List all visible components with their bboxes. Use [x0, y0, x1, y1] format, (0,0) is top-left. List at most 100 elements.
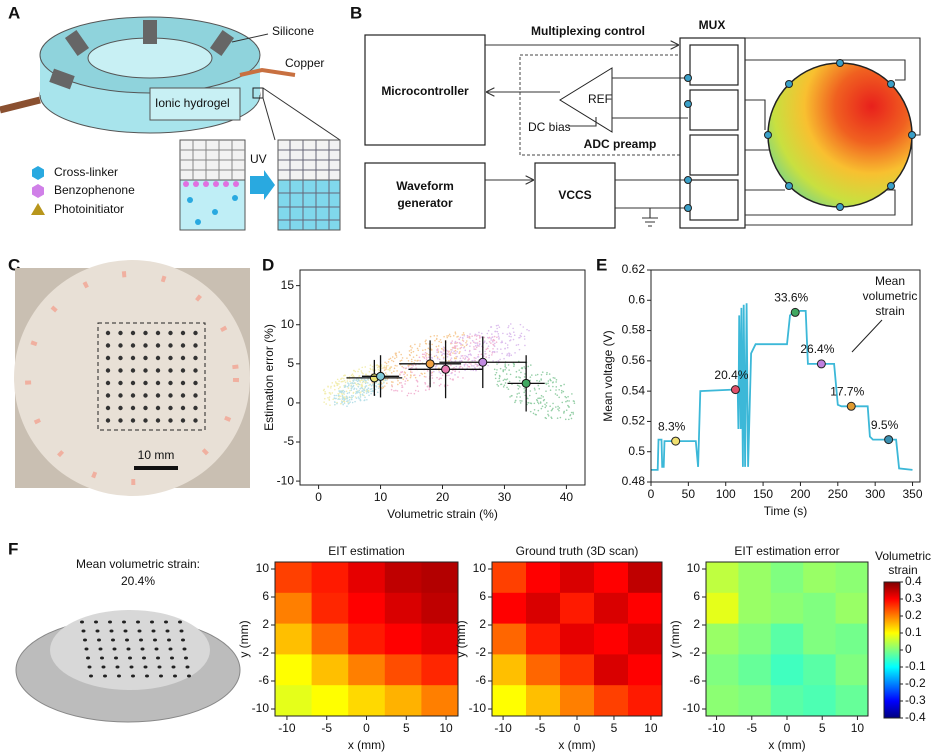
- marker-dot: [143, 330, 148, 336]
- cloud-dot: [564, 395, 567, 398]
- cloud-dot: [513, 365, 515, 368]
- cloud-dot: [364, 382, 367, 385]
- heat-cell: [770, 654, 804, 686]
- y-tick-label: -6: [689, 673, 700, 687]
- cloud-dot: [377, 383, 380, 386]
- cloud-dot: [464, 354, 466, 357]
- cloud-dot: [357, 382, 359, 385]
- cloud-dot: [448, 333, 451, 336]
- cloud-dot: [454, 357, 456, 360]
- cloud-dot: [368, 370, 371, 373]
- cloud-dot: [502, 370, 505, 372]
- cloud-dot: [531, 374, 533, 376]
- scan-dot: [103, 674, 107, 678]
- cloud-dot: [557, 408, 559, 410]
- cloud-dot: [393, 370, 395, 373]
- heat-cell: [770, 623, 804, 655]
- scan-dot: [108, 620, 112, 624]
- scan-dot: [81, 629, 86, 633]
- cloud-dot: [384, 361, 386, 364]
- cloud-dot: [401, 386, 403, 389]
- axes-frame: [274, 561, 459, 717]
- cloud-dot: [368, 384, 370, 387]
- cloud-dot: [374, 388, 377, 391]
- cloud-dot: [374, 369, 377, 371]
- heat-cell: [384, 592, 422, 625]
- amplifier: [559, 67, 613, 133]
- cloud-dot: [495, 324, 498, 327]
- cloud-dot: [338, 395, 341, 398]
- cloud-dot: [504, 365, 506, 368]
- cloud-dot: [439, 338, 442, 341]
- cloud-dot: [353, 369, 355, 372]
- cloud-dot: [451, 378, 454, 381]
- strain-marker: [671, 436, 681, 446]
- cloud-dot: [497, 335, 500, 337]
- cloud-dot: [476, 356, 479, 358]
- scan-dot: [167, 638, 171, 642]
- cloud-dot: [355, 379, 357, 381]
- cloud-dot: [395, 389, 397, 392]
- marker-dot: [168, 368, 173, 373]
- cloud-dot: [409, 371, 412, 373]
- heat-cell: [348, 562, 386, 594]
- marker-dot: [168, 418, 173, 423]
- y-tick-label: 10: [281, 317, 295, 331]
- cloud-dot: [509, 396, 511, 398]
- cloud-dot: [454, 347, 457, 350]
- cloud-dot: [542, 396, 545, 398]
- heat-cell: [311, 685, 349, 717]
- cloud-dot: [348, 375, 351, 378]
- cloud-dot: [453, 350, 455, 353]
- cloud-dot: [570, 411, 573, 414]
- y-tick-label: 10: [256, 561, 270, 575]
- legend-label: Photoinitiator: [54, 202, 124, 216]
- colorbar-tick-label: 0.1: [905, 625, 922, 639]
- strain-marker: [846, 401, 856, 411]
- label: Silicone: [272, 24, 314, 38]
- cloud-dot: [350, 385, 352, 387]
- cloud-dot: [515, 344, 518, 346]
- cloud-dot: [498, 380, 501, 382]
- y-tick-label: 15: [281, 278, 295, 292]
- hydrogel-cut: [149, 87, 241, 121]
- axes-frame: [299, 269, 586, 486]
- cloud-dot: [570, 417, 573, 420]
- marker-dot: [155, 355, 161, 361]
- cloud-dot: [523, 391, 525, 394]
- cloud-dot: [337, 392, 339, 395]
- electrode: [49, 68, 75, 90]
- cloud-dot: [548, 373, 551, 375]
- cloud-dot: [335, 382, 338, 384]
- x-tick-label: 100: [716, 487, 736, 501]
- x-tick-label: 20: [436, 490, 450, 504]
- cloud-dot: [514, 399, 517, 402]
- marker-dot: [118, 343, 123, 348]
- cloud-dot: [389, 367, 391, 370]
- cloud-dot: [428, 386, 431, 389]
- cloud-dot: [549, 405, 551, 407]
- cloud-dot: [490, 326, 492, 328]
- microcontroller-box: [364, 34, 486, 146]
- cloud-dot: [378, 365, 380, 368]
- cloud-dot: [425, 357, 428, 359]
- cloud-dot: [456, 341, 459, 344]
- cloud-dot: [415, 367, 417, 369]
- inset-bottom: [277, 179, 341, 231]
- cloud-dot: [464, 358, 466, 360]
- cloud-dot: [414, 376, 417, 379]
- cloud-dot: [544, 403, 546, 406]
- y-tick-label: 0: [287, 395, 294, 409]
- heat-cell: [835, 685, 869, 717]
- heat-cell: [738, 623, 772, 655]
- marker-dot: [143, 368, 148, 373]
- scan-dot: [187, 674, 191, 678]
- cloud-dot: [455, 352, 457, 355]
- heat-cell: [421, 623, 459, 655]
- cloud-dot: [418, 374, 421, 377]
- cloud-dot: [323, 397, 326, 400]
- cloud-dot: [355, 397, 358, 399]
- cloud-dot: [438, 367, 440, 370]
- heat-cell: [738, 562, 772, 594]
- electrode: [64, 29, 90, 57]
